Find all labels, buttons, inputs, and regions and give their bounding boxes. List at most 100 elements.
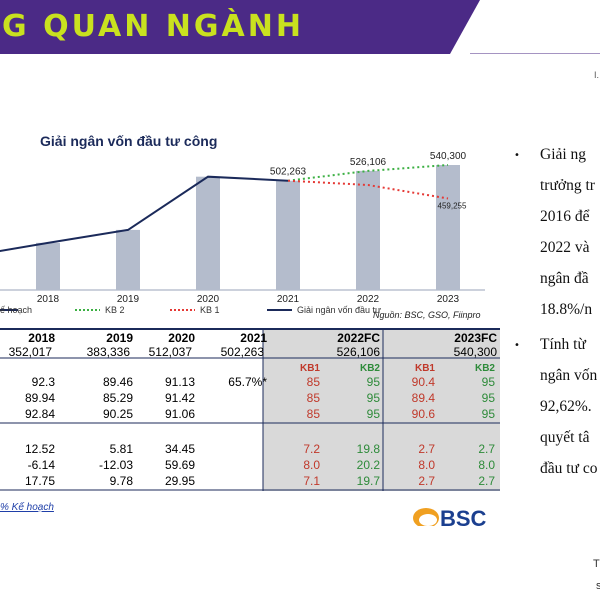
commentary-line-3: 2022 và [540, 239, 590, 256]
chart-title: Giải ngân vốn đầu tư công [40, 133, 217, 149]
g1-r0-h0: 92.3 [31, 375, 55, 389]
g1-r2-h1: 90.25 [102, 407, 133, 421]
total-0: 352,017 [8, 345, 52, 359]
g1-r0-f3: 95 [481, 375, 495, 389]
g2-r2-f1: 19.7 [356, 474, 380, 488]
bar-2021 [276, 180, 300, 290]
data-table: 2018 2019 2020 2021 2022FC 2023FC 352,017 383,3… [0, 328, 500, 491]
g2-r1-f0: 8.0 [303, 458, 320, 472]
commentary-line-1: trưởng tr [540, 177, 595, 194]
series-line-0 [0, 175, 289, 253]
bar-2018 [36, 242, 60, 290]
g1-r1-f1: 95 [366, 391, 380, 405]
annotation-0: 459,255 [438, 202, 467, 211]
commentary-line-0: Giải ng [540, 146, 587, 163]
source-note: Nguồn: BSC, GSO, Fiinpro [373, 310, 481, 320]
total-5: 540,300 [453, 345, 497, 359]
edge-mark: I. [594, 70, 600, 80]
g2-r0-f1: 19.8 [356, 442, 380, 456]
g2-r0-h2: 34.45 [164, 442, 195, 456]
col-header-2: 2020 [168, 331, 195, 345]
g2-r1-h2: 59.69 [164, 458, 195, 472]
g1-r0-h2: 91.13 [164, 375, 195, 389]
g1-r1-h2: 91.42 [164, 391, 195, 405]
g2-r2-h2: 29.95 [164, 474, 195, 488]
g2-r0-f0: 7.2 [303, 442, 320, 456]
g2-r2-f3: 2.7 [478, 474, 495, 488]
g1-r2-f2: 90.6 [411, 407, 435, 421]
g2-r0-h1: 5.81 [109, 442, 133, 456]
series-line-2 [287, 179, 449, 200]
commentary-line-6: Tính từ [540, 336, 586, 353]
commentary-line-4: ngân đầ [540, 270, 589, 287]
logo-text: BSC [440, 506, 487, 526]
bullet-icon: • [514, 150, 520, 161]
col-header-0: 2018 [28, 331, 55, 345]
total-4: 526,106 [336, 345, 380, 359]
g2-r0-h0: 12.52 [24, 442, 55, 456]
g1-r0-f0: 85 [306, 375, 320, 389]
kb-header-1: KB2 [359, 363, 380, 374]
total-3: 502,263 [220, 345, 264, 359]
series-line-1 [287, 164, 449, 182]
g2-r1-h0: -6.14 [27, 458, 55, 472]
g1-r1-h1: 85.29 [102, 391, 133, 405]
legend-line-label: Giải ngân vốn đầu tư [297, 305, 381, 315]
commentary-line-5: 18.8%/n [540, 301, 593, 318]
commentary-line-9: quyết tâ [540, 429, 590, 446]
bar-label-2021: 502,263 [270, 167, 307, 178]
g1-r1-h0: 89.94 [24, 391, 55, 405]
g2-r2-h0: 17.75 [24, 474, 55, 488]
legend-kb1-label: KB 1 [200, 305, 220, 315]
g2-r1-f3: 8.0 [478, 458, 495, 472]
commentary-line-7: ngân vốn [540, 367, 598, 384]
g1-r2-f3: 95 [481, 407, 495, 421]
g1-r2-f0: 85 [306, 407, 320, 421]
g1-r2-h0: 92.84 [24, 407, 55, 421]
total-1: 383,336 [86, 345, 130, 359]
footnote: % Kế hoạch [0, 502, 54, 513]
page-title: G QUAN NGÀNH [2, 9, 304, 44]
g2-r1-h1: -12.03 [98, 458, 133, 472]
kb-header-3: KB2 [474, 363, 495, 374]
g1-r0-h3: 65.7%* [228, 375, 267, 389]
page-marker: T [593, 558, 600, 570]
col-header-1: 2019 [106, 331, 133, 345]
table-grid [0, 328, 500, 491]
x-tick-2019: 2019 [117, 294, 140, 305]
x-tick-2023: 2023 [437, 294, 460, 305]
g2-r2-h1: 9.78 [109, 474, 133, 488]
x-tick-2018: 2018 [37, 294, 60, 305]
g2-r0-f2: 2.7 [418, 442, 435, 456]
commentary-line-8: 92,62%. [540, 398, 592, 415]
g1-r0-h1: 89.46 [102, 375, 133, 389]
commentary-line-2: 2016 để [540, 208, 590, 225]
g2-r2-f0: 7.1 [303, 474, 320, 488]
bar-2023 [436, 165, 460, 290]
bar-2020 [196, 176, 220, 290]
g1-r0-f1: 95 [366, 375, 380, 389]
g1-r1-f3: 95 [481, 391, 495, 405]
page-marker-2: s [596, 580, 600, 592]
col-header-5: 2023FC [454, 331, 497, 345]
g2-r1-f1: 20.2 [356, 458, 380, 472]
logo-mark: BSC [413, 506, 487, 526]
g1-r1-f2: 89.4 [411, 391, 435, 405]
bar-2019 [116, 229, 140, 290]
g2-r1-f2: 8.0 [418, 458, 435, 472]
bar-label-2022: 526,106 [350, 157, 387, 168]
bullet-icon: • [514, 340, 520, 351]
total-2: 512,037 [148, 345, 192, 359]
g2-r2-f2: 2.7 [418, 474, 435, 488]
chart-legend: ế hoạch KB 2 KB 1 Giải ngân vốn đầu tư [0, 305, 381, 315]
investment-chart: Giải ngân vốn đầu tư công 502,263 526,106… [0, 133, 485, 315]
legend-kb2-label: KB 2 [105, 305, 125, 315]
g1-r1-f0: 85 [306, 391, 320, 405]
header-banner: G QUAN NGÀNH [0, 0, 600, 54]
g2-r0-f3: 2.7 [478, 442, 495, 456]
col-header-4: 2022FC [337, 331, 380, 345]
bsc-logo: BSC [410, 502, 520, 526]
g1-r0-f2: 90.4 [411, 375, 435, 389]
x-tick-2022: 2022 [357, 294, 380, 305]
col-header-3: 2021 [240, 331, 267, 345]
